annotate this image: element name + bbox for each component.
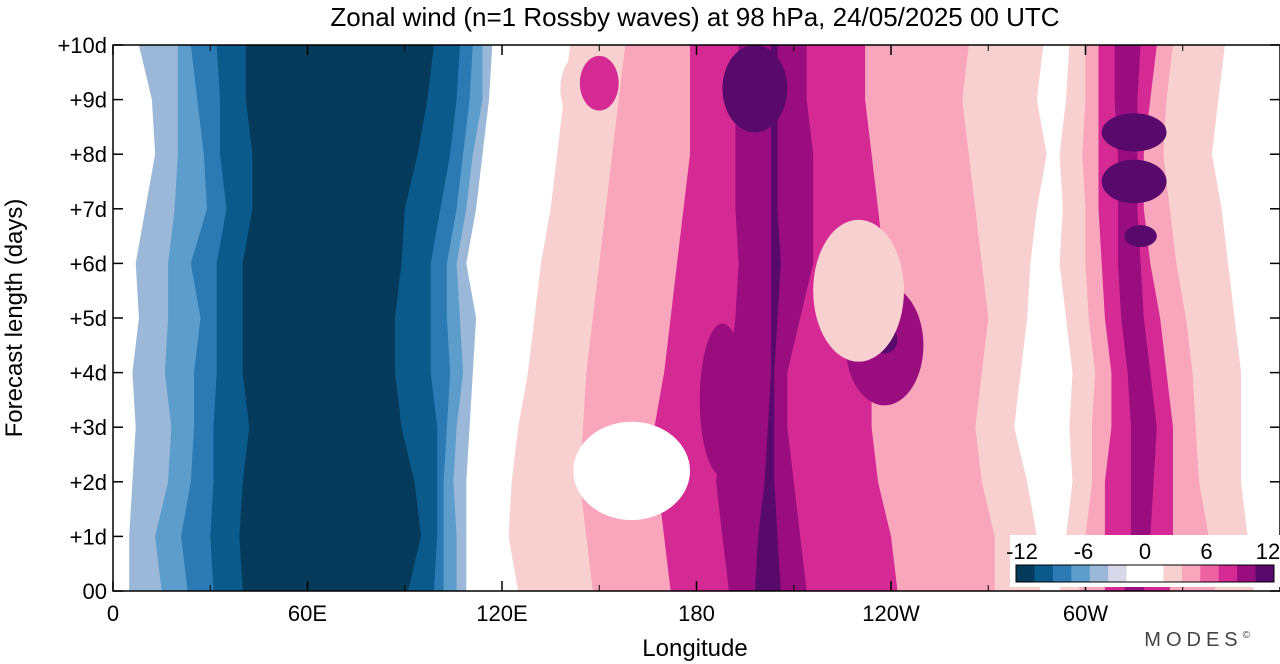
contour-blob bbox=[573, 421, 691, 521]
colorbar-label: -12 bbox=[1006, 539, 1038, 564]
contour-band bbox=[239, 45, 434, 591]
x-axis: 0 60E 120E 180 120W 60W bbox=[107, 45, 1184, 626]
colorbar-frame bbox=[1015, 564, 1275, 583]
x-tick-label: 60W bbox=[1063, 601, 1108, 626]
colorbar: -12 -6 0 6 12 bbox=[1006, 535, 1280, 587]
y-tick-label: +8d bbox=[70, 142, 107, 167]
x-tick-label: 0 bbox=[107, 601, 119, 626]
colorbar-label: 0 bbox=[1139, 539, 1151, 564]
colorbar-swatch bbox=[1218, 565, 1238, 582]
x-tick-label: 60E bbox=[288, 601, 327, 626]
contour-blob bbox=[1101, 113, 1167, 152]
y-tick-label: +1d bbox=[70, 524, 107, 549]
colorbar-swatch bbox=[1163, 565, 1183, 582]
contour-band bbox=[716, 45, 814, 591]
contour-blob bbox=[1124, 225, 1157, 248]
brand-text: MODES bbox=[1144, 629, 1242, 651]
x-tick-label: 180 bbox=[678, 601, 715, 626]
colorbar-swatch bbox=[1052, 565, 1072, 582]
contour-blob bbox=[1101, 159, 1167, 204]
colorbar-swatch bbox=[1016, 565, 1035, 582]
contour-blob bbox=[722, 45, 788, 133]
colorbar-swatch bbox=[1126, 565, 1146, 582]
contour-blob bbox=[813, 219, 904, 362]
x-axis-label: Longitude bbox=[642, 635, 747, 662]
y-tick-label: +7d bbox=[70, 197, 107, 222]
y-tick-label: 00 bbox=[83, 579, 107, 604]
y-tick-label: +5d bbox=[70, 306, 107, 331]
colorbar-label: -6 bbox=[1074, 539, 1094, 564]
colorbar-label: 12 bbox=[1256, 539, 1280, 564]
colorbar-swatch bbox=[1200, 565, 1220, 582]
y-axis: 00 +1d +2d +3d +4d +5d +6d +7d +8d +9d +10d bbox=[57, 33, 1280, 604]
brand-logo: MODES© bbox=[1144, 629, 1255, 651]
colorbar-swatch bbox=[1181, 565, 1201, 582]
contour-fill bbox=[113, 45, 1280, 591]
y-tick-label: +10d bbox=[57, 33, 107, 58]
x-tick-label: 120E bbox=[476, 601, 527, 626]
contour-blob bbox=[699, 323, 746, 477]
brand-mark: © bbox=[1243, 630, 1255, 641]
y-tick-label: +6d bbox=[70, 251, 107, 276]
colorbar-swatch bbox=[1237, 565, 1257, 582]
y-axis-label: Forecast length (days) bbox=[1, 199, 28, 438]
colorbar-swatch bbox=[1071, 565, 1091, 582]
colorbar-swatch bbox=[1145, 565, 1164, 582]
x-tick-label: 120W bbox=[862, 601, 920, 626]
y-tick-label: +9d bbox=[70, 88, 107, 113]
colorbar-swatch bbox=[1089, 565, 1109, 582]
y-tick-label: +4d bbox=[70, 361, 107, 386]
colorbar-swatch bbox=[1108, 565, 1128, 582]
colorbar-label: 6 bbox=[1200, 539, 1212, 564]
y-tick-label: +3d bbox=[70, 415, 107, 440]
colorbar-swatch bbox=[1034, 565, 1054, 582]
y-tick-label: +2d bbox=[70, 470, 107, 495]
contour-blob bbox=[1267, 45, 1280, 100]
contour-blob bbox=[579, 55, 619, 111]
contour-band bbox=[754, 45, 781, 591]
chart-title: Zonal wind (n=1 Rossby waves) at 98 hPa,… bbox=[330, 2, 1059, 32]
colorbar-swatch bbox=[1255, 565, 1275, 582]
